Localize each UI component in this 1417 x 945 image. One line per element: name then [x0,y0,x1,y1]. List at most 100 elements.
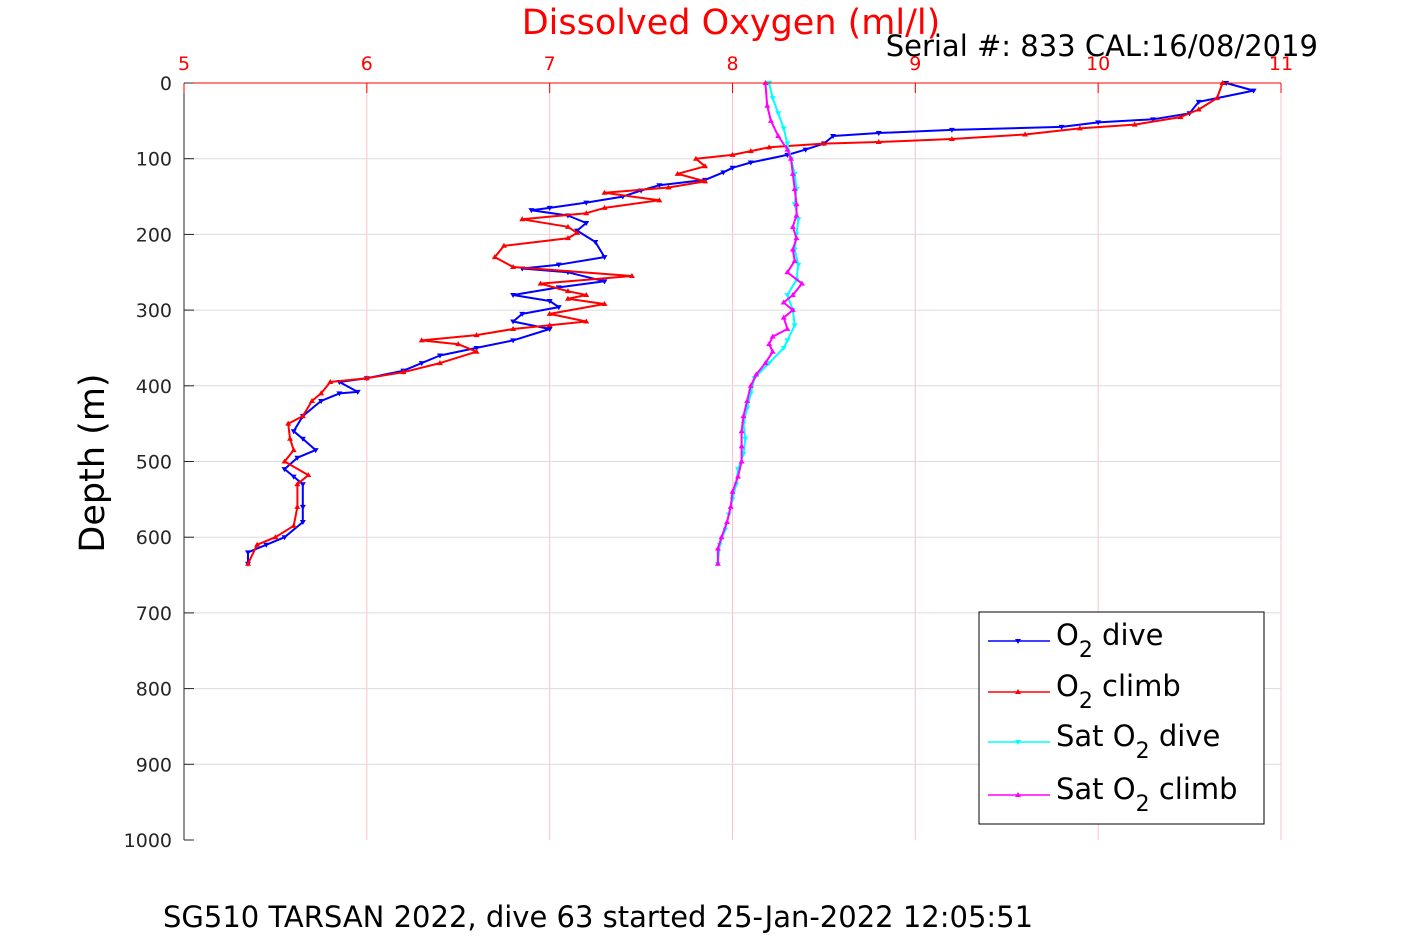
data-point [546,299,553,305]
data-point [775,132,782,138]
data-point [601,301,608,307]
data-point [789,291,796,297]
data-point [798,280,805,286]
data-point [789,307,796,313]
data-point [747,148,754,154]
data-point [762,360,769,366]
data-point [555,305,562,311]
data-point [354,389,361,395]
data-point [244,550,251,556]
data-point [784,292,791,298]
legend-marker-sat-o2-dive [1015,740,1021,745]
data-point [718,534,725,540]
data-point [775,111,782,117]
data-point [473,332,480,338]
data-point [418,361,425,367]
data-point [318,398,325,404]
data-point [729,151,736,157]
data-point [791,323,798,329]
data-point [592,239,599,245]
data-point [546,327,553,333]
data-point [510,263,517,269]
series-layer [244,80,1257,567]
svg-text:Sat O2 dive: Sat O2 dive [1056,719,1220,764]
data-point [583,210,590,216]
data-point [263,542,270,548]
legend-marker-sat-o2-climb [1015,792,1021,797]
data-point [473,345,480,351]
data-point [318,390,325,396]
y-tick-label: 300 [136,300,172,322]
data-point [738,458,745,464]
data-point [555,262,562,268]
data-point [281,458,288,464]
data-point [564,295,571,301]
data-point [753,371,760,377]
data-point [299,482,306,488]
legend-entry-o2-dive: O2 dive [988,618,1164,663]
legend-entry-sat-o2-dive: Sat O2 dive [988,719,1220,764]
data-point [769,333,776,339]
y-tick-label: 600 [136,527,172,549]
data-point [1150,117,1157,123]
data-point [784,141,791,147]
data-point [436,353,443,359]
data-point [948,136,955,142]
data-point [601,255,608,261]
data-point [491,254,498,260]
data-point [875,139,882,145]
data-point [780,299,787,305]
data-point [290,429,297,435]
svg-text:Sat O2 climb: Sat O2 climb [1056,772,1238,817]
data-point [742,436,749,442]
data-point [287,435,294,441]
series-o2-dive [244,81,1257,567]
data-point [1076,125,1083,131]
data-point [546,205,553,211]
y-tick-label: 100 [136,149,172,171]
data-point [400,369,407,375]
data-point [1214,95,1221,101]
chart-title: Dissolved Oxygen (ml/l) [522,3,941,43]
data-point [738,443,745,449]
data-point [455,341,462,347]
data-point [244,560,251,566]
y-tick-label: 0 [160,73,172,95]
data-point [729,165,736,171]
svg-text:O2 climb: O2 climb [1056,669,1181,714]
data-point [281,467,288,473]
data-point [665,184,672,190]
data-point [1195,99,1202,105]
data-point [299,436,306,442]
y-tick-label: 500 [136,452,172,474]
data-point [744,397,751,403]
data-point [628,273,635,279]
data-point [519,216,526,222]
series-line [247,82,1255,564]
series-o2-climb [244,80,1226,566]
legend-box [978,611,1265,825]
data-point [795,217,802,223]
data-point [793,212,800,218]
data-point [574,229,581,235]
data-point [948,127,955,133]
legend: O2 dive O2 climb Sat O2 dive Sat O2 clim… [978,611,1265,825]
data-point [294,503,301,509]
y-axis-label: Depth (m) [73,373,113,552]
data-point [764,102,771,108]
data-point [714,545,721,551]
data-point [299,413,306,419]
data-point [510,326,517,332]
data-point [1195,106,1202,112]
footer-caption: SG510 TARSAN 2022, dive 63 started 25-Ja… [163,900,1033,934]
data-point [769,348,776,354]
data-point [729,488,736,494]
y-tick-label: 900 [136,754,172,776]
data-point [564,235,571,241]
y-tick-label: 800 [136,679,172,701]
y-tick-label: 200 [136,224,172,246]
data-point [546,322,553,328]
data-point [734,473,741,479]
x-tick-label: 9 [909,53,921,75]
